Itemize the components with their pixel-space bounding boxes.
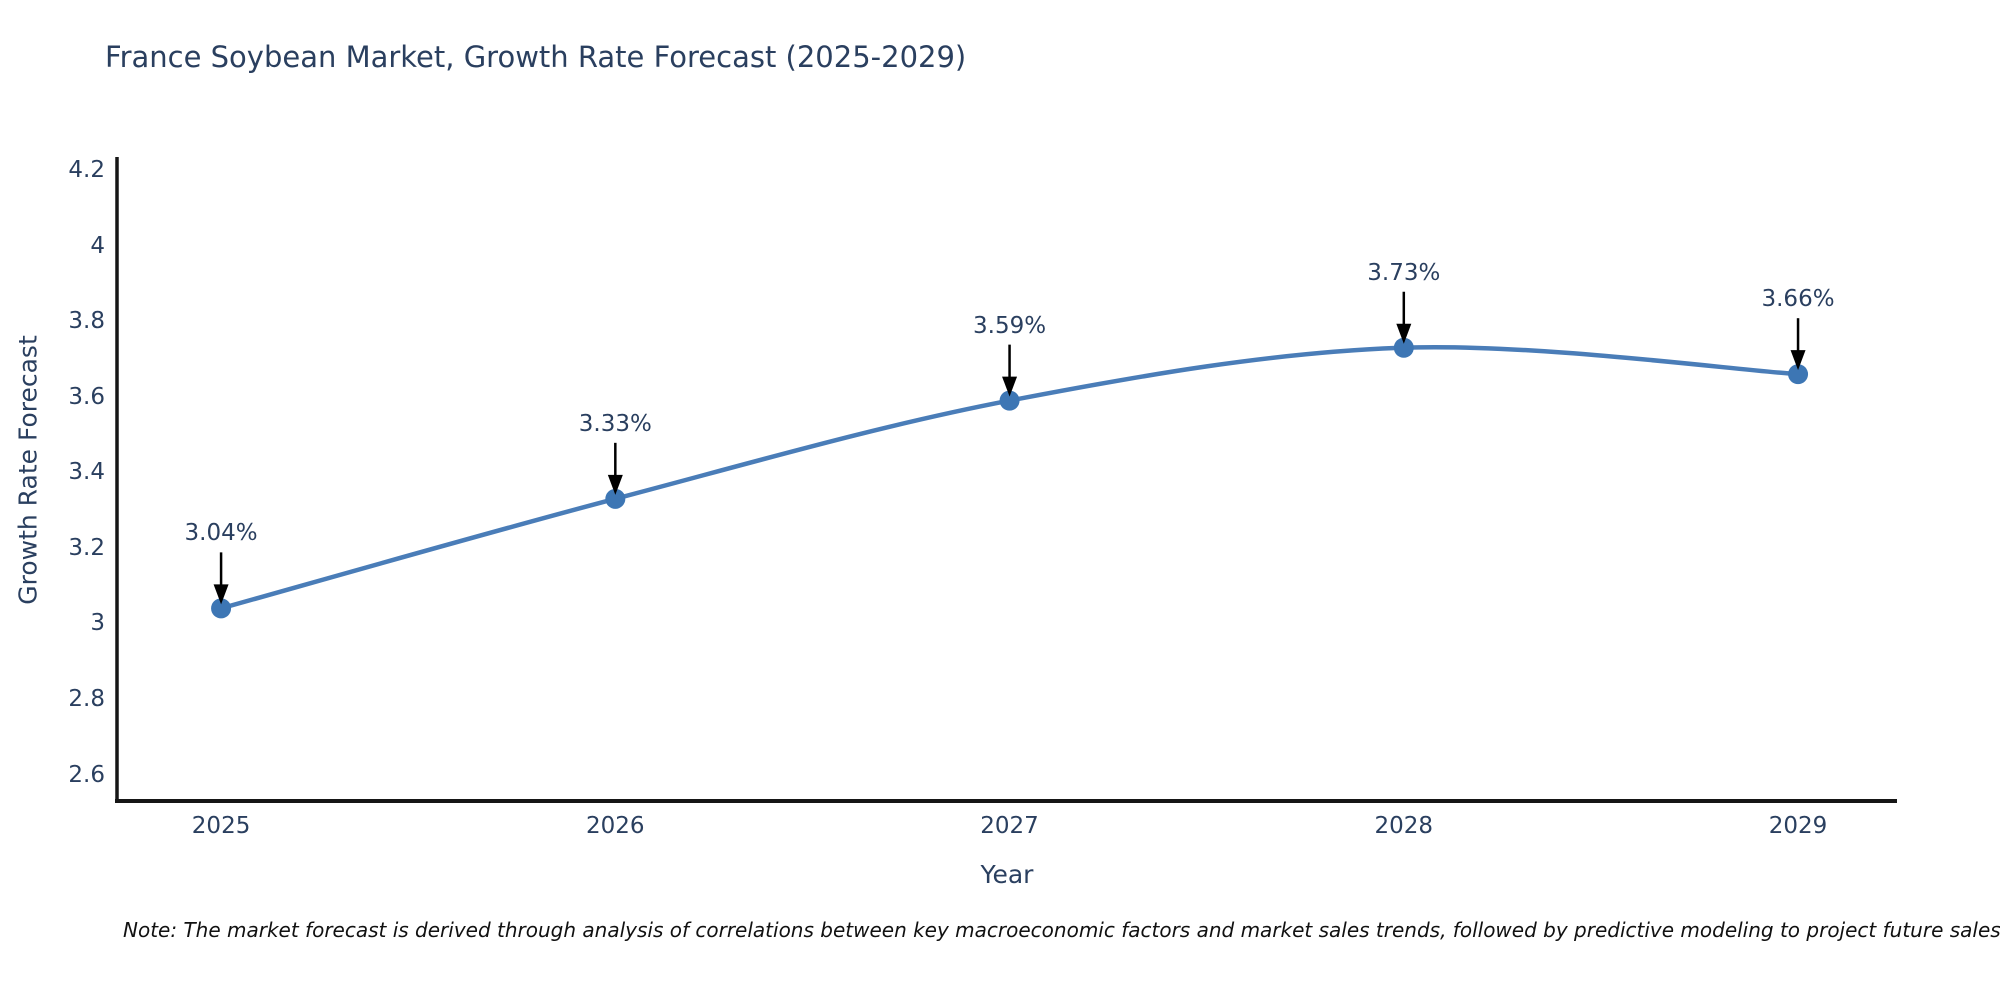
y-tick-label: 2.8 xyxy=(68,686,105,713)
data-point-marker xyxy=(999,390,1020,411)
annotation-arrowhead-icon xyxy=(213,584,229,605)
annotation-arrowhead-icon xyxy=(1396,323,1412,344)
y-tick-label: 3.2 xyxy=(68,534,105,561)
x-tick-label: 2025 xyxy=(191,813,251,839)
x-tick-label: 2029 xyxy=(1768,813,1828,839)
annotation-arrowhead-icon xyxy=(1002,376,1018,397)
y-tick-label: 3.6 xyxy=(68,383,105,410)
chart-title: France Soybean Market, Growth Rate Forec… xyxy=(105,40,967,74)
annotation-label: 3.73% xyxy=(1367,259,1441,286)
y-tick-label: 4 xyxy=(90,232,105,259)
y-tick-label: 3 xyxy=(90,610,105,637)
y-tick-label: 2.6 xyxy=(68,761,105,788)
y-tick-label: 3.8 xyxy=(68,308,105,335)
annotation-label: 3.33% xyxy=(578,410,652,437)
annotation-arrowhead-icon xyxy=(607,474,623,495)
annotation-label: 3.04% xyxy=(184,520,258,547)
x-tick-label: 2028 xyxy=(1374,813,1434,839)
x-tick-label: 2027 xyxy=(980,813,1039,839)
y-tick-label: 3.4 xyxy=(68,459,105,486)
annotation-label: 3.66% xyxy=(1761,286,1835,313)
y-tick-label: 4.2 xyxy=(68,157,105,184)
annotation-label: 3.59% xyxy=(973,312,1047,339)
data-point-marker xyxy=(1393,337,1414,358)
x-axis-title: Year xyxy=(980,860,1034,889)
footnote: Note: The market forecast is derived thr… xyxy=(123,918,2000,942)
data-point-marker xyxy=(211,598,232,619)
data-point-marker xyxy=(605,488,626,509)
annotation-arrowhead-icon xyxy=(1790,350,1806,371)
data-point-marker xyxy=(1788,364,1809,385)
x-tick-label: 2026 xyxy=(586,813,645,839)
